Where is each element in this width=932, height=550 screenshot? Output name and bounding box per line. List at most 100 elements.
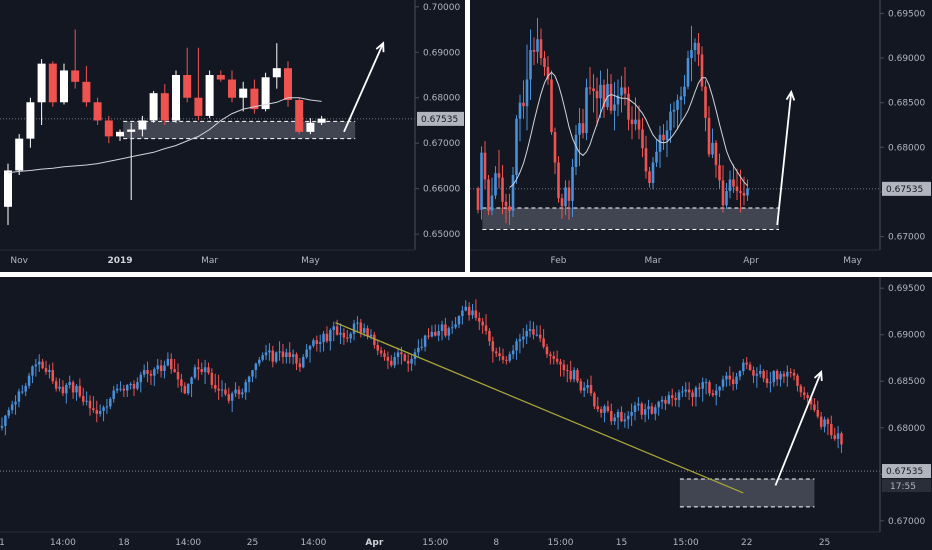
candle-body [71, 382, 75, 393]
candle-body [271, 350, 275, 362]
candle-body [26, 102, 35, 139]
candle-body [623, 419, 627, 422]
candle-body [572, 370, 576, 380]
candle-body [571, 166, 574, 201]
candle-body [193, 367, 197, 378]
candle-body [217, 388, 220, 391]
x-axis-tick-label: 14:00 [300, 538, 326, 548]
candle-body [581, 123, 585, 134]
candle-body [515, 341, 518, 351]
candle-body [550, 79, 553, 133]
candle-body [578, 123, 581, 135]
candle-body [48, 63, 57, 103]
x-axis-tick-label: 25 [247, 538, 258, 548]
candle-body [250, 88, 259, 110]
candle-body [450, 327, 454, 329]
candle-body [494, 173, 497, 196]
candle-body [626, 415, 630, 420]
y-axis-tick-label: 0.67000 [423, 139, 460, 149]
candle-body [339, 332, 342, 335]
x-axis-tick-label: May [843, 256, 862, 266]
candle-body [122, 388, 126, 391]
candle-body [403, 354, 407, 361]
candle-body [272, 68, 281, 78]
intraday-candlestick-chart[interactable]: 0.670000.675000.680000.685000.690000.695… [0, 277, 932, 550]
candle-body [623, 87, 627, 94]
candle-body [88, 400, 92, 409]
candle-body [444, 324, 447, 336]
candle-body [613, 104, 616, 111]
candle-body [48, 370, 51, 372]
candle-body [610, 411, 613, 422]
candle-body [139, 374, 143, 383]
candle-body [410, 358, 413, 364]
candle-body [589, 384, 593, 394]
candle-body [816, 410, 820, 417]
candle-body [65, 384, 68, 394]
candle-body [593, 393, 596, 407]
candle-body [322, 333, 325, 343]
candle-body [396, 352, 400, 358]
daily-candlestick-chart[interactable]: 0.670000.675000.680000.685000.690000.695… [470, 0, 932, 272]
candle-body [586, 384, 589, 388]
candle-body [694, 387, 698, 398]
candle-body [511, 350, 515, 355]
moving-average-line [509, 71, 748, 188]
candle-body [146, 370, 149, 374]
x-axis-tick-label: 25 [819, 538, 830, 548]
candle-body [487, 179, 490, 211]
candle-body [742, 362, 745, 371]
candle-body [430, 331, 434, 337]
candle-body [142, 370, 146, 375]
candle-body [490, 195, 494, 211]
candle-body [356, 322, 359, 324]
y-axis-tick-label: 0.67000 [888, 233, 925, 243]
forecast-arrow-shaft [343, 42, 385, 133]
candle-body [725, 375, 728, 380]
candle-body [105, 406, 109, 408]
candle-body [268, 350, 271, 353]
candle-body [254, 363, 258, 371]
candle-body [7, 410, 11, 416]
candle-body [823, 419, 826, 427]
candle-body [295, 354, 298, 364]
candles [0, 299, 843, 453]
candle-body [667, 395, 671, 404]
candle-body [525, 79, 529, 107]
candle-body [518, 102, 522, 119]
candle-body [54, 381, 58, 389]
candle-body [241, 392, 244, 395]
candle-body [648, 171, 651, 184]
candle-body [172, 75, 180, 121]
candle-body [535, 334, 539, 336]
candle-body [17, 391, 21, 402]
candle-body [15, 138, 24, 171]
candle-body [376, 344, 379, 351]
candle-body [214, 384, 217, 389]
candle-body [672, 109, 676, 112]
candle-body [637, 403, 640, 406]
candle-body [440, 324, 444, 331]
candle-body [125, 384, 129, 391]
candle-body [588, 87, 592, 89]
weekly-candlestick-chart[interactable]: 0.65000 0.66000 0.67000 0.68000 0.69000 0.700… [0, 0, 465, 272]
candle-body [620, 411, 623, 422]
candle-body [239, 88, 248, 98]
candle-body [44, 368, 48, 372]
candle-body [471, 310, 474, 316]
candle-body [10, 404, 14, 411]
candle-body [538, 334, 542, 339]
candle-body [278, 351, 281, 353]
candle-body [491, 341, 495, 352]
candle-body [37, 63, 46, 103]
candle-body [707, 117, 711, 155]
candle-body [315, 340, 319, 345]
candle-body [564, 187, 567, 207]
candle-body [85, 400, 88, 402]
x-axis-tick-label: Apr [743, 256, 759, 266]
candle-body [112, 390, 115, 399]
candle-body [555, 358, 559, 362]
candle-body [596, 406, 600, 410]
candle-body [68, 382, 71, 385]
candle-body [281, 351, 285, 358]
